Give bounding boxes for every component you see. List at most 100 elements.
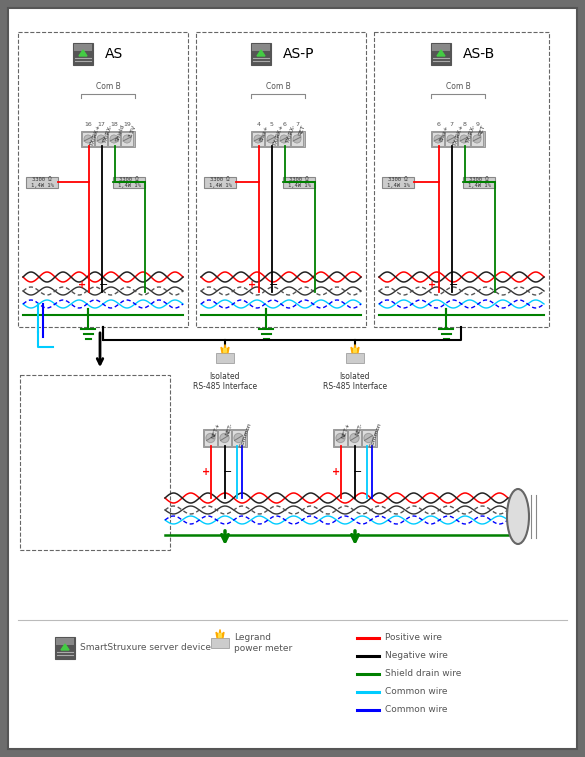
Bar [113, 177, 145, 188]
Bar [56, 638, 74, 645]
Text: 19: 19 [123, 122, 132, 127]
Text: TX/RX+: TX/RX+ [452, 124, 464, 147]
Text: Legrand
power meter: Legrand power meter [234, 634, 292, 653]
Text: −: − [223, 467, 233, 477]
Polygon shape [437, 50, 445, 56]
Text: Common wire: Common wire [385, 687, 448, 696]
Text: 3300 Ω
1,4W 1%: 3300 Ω 1,4W 1% [288, 177, 311, 188]
Text: 4: 4 [256, 122, 260, 127]
Text: 17: 17 [98, 122, 105, 127]
Bar [196, 32, 366, 327]
Text: −: − [353, 467, 363, 477]
Bar [333, 429, 377, 447]
Polygon shape [219, 633, 222, 637]
Text: TX/RX+: TX/RX+ [88, 124, 101, 147]
Circle shape [280, 135, 288, 143]
Text: Negative wire: Negative wire [385, 652, 448, 661]
Bar [432, 132, 444, 146]
Circle shape [254, 135, 262, 143]
Text: Com B: Com B [446, 82, 470, 91]
Circle shape [350, 434, 359, 443]
Text: Positive wire: Positive wire [385, 634, 442, 643]
Text: 7: 7 [295, 122, 300, 127]
Text: 3300 Ω
1,4W 1%: 3300 Ω 1,4W 1% [467, 177, 490, 188]
Text: NET-: NET- [225, 422, 234, 436]
Bar [374, 32, 549, 327]
Bar [431, 43, 451, 65]
Bar [463, 177, 495, 188]
Circle shape [364, 434, 373, 443]
Polygon shape [61, 644, 69, 650]
Text: Common: Common [369, 422, 383, 449]
Circle shape [293, 135, 301, 143]
Circle shape [460, 135, 468, 143]
Text: NET+: NET+ [341, 422, 352, 440]
Text: Isolated
RS-485 Interface: Isolated RS-485 Interface [323, 372, 387, 391]
Polygon shape [353, 348, 356, 352]
Text: AS-B: AS-B [463, 47, 495, 61]
Bar [278, 132, 290, 146]
Bar [251, 43, 271, 65]
Bar [204, 177, 236, 188]
Polygon shape [257, 50, 265, 56]
Text: TX/RX+: TX/RX+ [271, 124, 284, 147]
Circle shape [447, 135, 455, 143]
Bar [203, 429, 247, 447]
Bar [432, 44, 450, 51]
Bar [108, 132, 120, 146]
Text: TX/RX-: TX/RX- [284, 124, 296, 144]
Bar [252, 132, 264, 146]
Text: RET: RET [477, 124, 486, 136]
Text: Shield drain wire: Shield drain wire [385, 669, 462, 678]
Text: TX/RX-: TX/RX- [102, 124, 113, 144]
Bar [232, 430, 245, 446]
Text: NET-: NET- [355, 422, 364, 436]
Bar [431, 131, 485, 147]
Text: RET: RET [298, 124, 306, 136]
Text: 3300 Ω
1,4W 1%: 3300 Ω 1,4W 1% [387, 177, 409, 188]
Bar [471, 132, 483, 146]
Text: +: + [202, 467, 210, 477]
Polygon shape [216, 630, 224, 637]
Circle shape [97, 135, 105, 143]
Ellipse shape [507, 489, 529, 544]
Bar [211, 637, 229, 649]
Bar [283, 177, 315, 188]
Bar [74, 44, 92, 51]
Bar [251, 131, 305, 147]
Text: +: + [78, 280, 87, 290]
Text: TX/RX-: TX/RX- [464, 124, 476, 144]
Text: 9: 9 [476, 122, 480, 127]
Bar [18, 32, 188, 327]
Bar [445, 132, 457, 146]
Text: Isolated
RS-485 Interface: Isolated RS-485 Interface [193, 372, 257, 391]
Circle shape [267, 135, 275, 143]
Text: NET+: NET+ [211, 422, 222, 440]
Text: AS-P: AS-P [283, 47, 315, 61]
Bar [218, 430, 231, 446]
Text: 3.3V: 3.3V [128, 124, 137, 139]
Circle shape [206, 434, 215, 443]
Text: 8: 8 [463, 122, 466, 127]
Circle shape [110, 135, 118, 143]
Bar [348, 430, 361, 446]
Text: Com B: Com B [266, 82, 290, 91]
Text: +: + [428, 280, 436, 290]
Text: +: + [332, 467, 340, 477]
Bar [265, 132, 277, 146]
Text: 6: 6 [436, 122, 441, 127]
Bar [73, 43, 93, 65]
Text: 3300 Ω
1,4W 1%: 3300 Ω 1,4W 1% [118, 177, 140, 188]
Circle shape [336, 434, 345, 443]
Text: 3300 Ω
1,4W 1%: 3300 Ω 1,4W 1% [209, 177, 232, 188]
Text: Common: Common [239, 422, 253, 449]
Bar [382, 177, 414, 188]
Text: +: + [249, 280, 257, 290]
Text: −: − [99, 280, 108, 290]
Bar [20, 375, 170, 550]
Bar [291, 132, 303, 146]
Circle shape [473, 135, 481, 143]
Bar [458, 132, 470, 146]
Text: 3300 Ω
1,4W 1%: 3300 Ω 1,4W 1% [30, 177, 53, 188]
Bar [82, 132, 94, 146]
